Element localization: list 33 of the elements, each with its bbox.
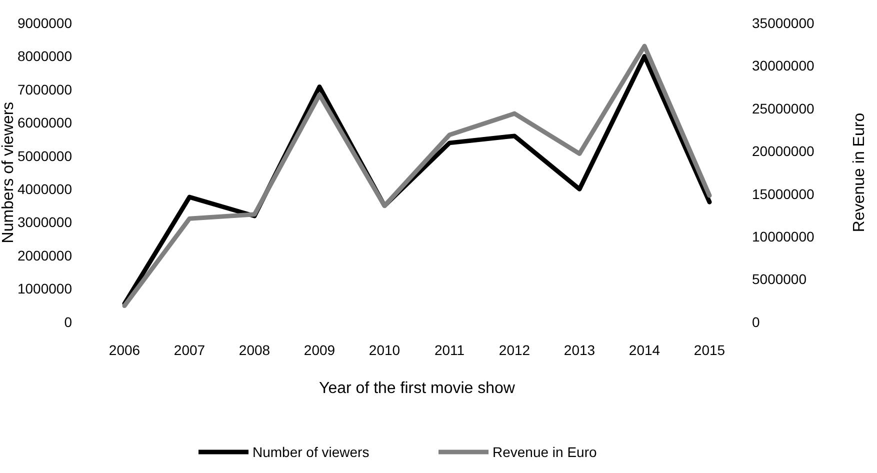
x-tick-label: 2014	[628, 342, 660, 358]
x-tick-label: 2011	[434, 342, 465, 358]
y2-tick-label: 35000000	[752, 14, 815, 31]
legend-label: Number of viewers	[252, 444, 370, 460]
y2-tick-label: 5000000	[752, 271, 807, 288]
y2-tick-label: 30000000	[752, 58, 815, 74]
y2-tick-label: 15000000	[752, 186, 815, 202]
x-tick-label: 2012	[498, 342, 530, 358]
x-tick-label: 2010	[368, 342, 400, 358]
y2-tick-label: 25000000	[752, 100, 815, 116]
y2-axis-title: Revenue in Euro	[851, 112, 868, 232]
y-axis-title: Numbers of viewers	[0, 102, 17, 244]
y-tick-label: 5000000	[17, 148, 72, 164]
x-tick-label: 2013	[564, 342, 596, 358]
y-tick-label: 3000000	[17, 214, 72, 230]
y-tick-label: 1000000	[17, 280, 72, 297]
y2-tick-label: 10000000	[752, 228, 815, 244]
y2-tick-label: 0	[752, 314, 760, 330]
y-tick-label: 8000000	[17, 48, 72, 64]
y2-tick-label: 20000000	[752, 143, 815, 160]
x-tick-label: 2006	[108, 342, 140, 358]
x-tick-label: 2007	[174, 342, 206, 358]
y-tick-label: 2000000	[17, 247, 72, 264]
x-axis-title: Year of the first movie show	[319, 380, 516, 397]
y-tick-label: 7000000	[17, 81, 72, 98]
legend-label: Revenue in Euro	[492, 444, 598, 460]
x-tick-label: 2015	[694, 342, 726, 358]
y-tick-label: 9000000	[17, 14, 72, 31]
y-tick-label: 4000000	[17, 181, 72, 198]
x-tick-label: 2009	[304, 342, 336, 358]
x-tick-label: 2008	[238, 342, 270, 358]
y-tick-label: 6000000	[17, 114, 72, 131]
y-tick-label: 0	[64, 314, 72, 330]
